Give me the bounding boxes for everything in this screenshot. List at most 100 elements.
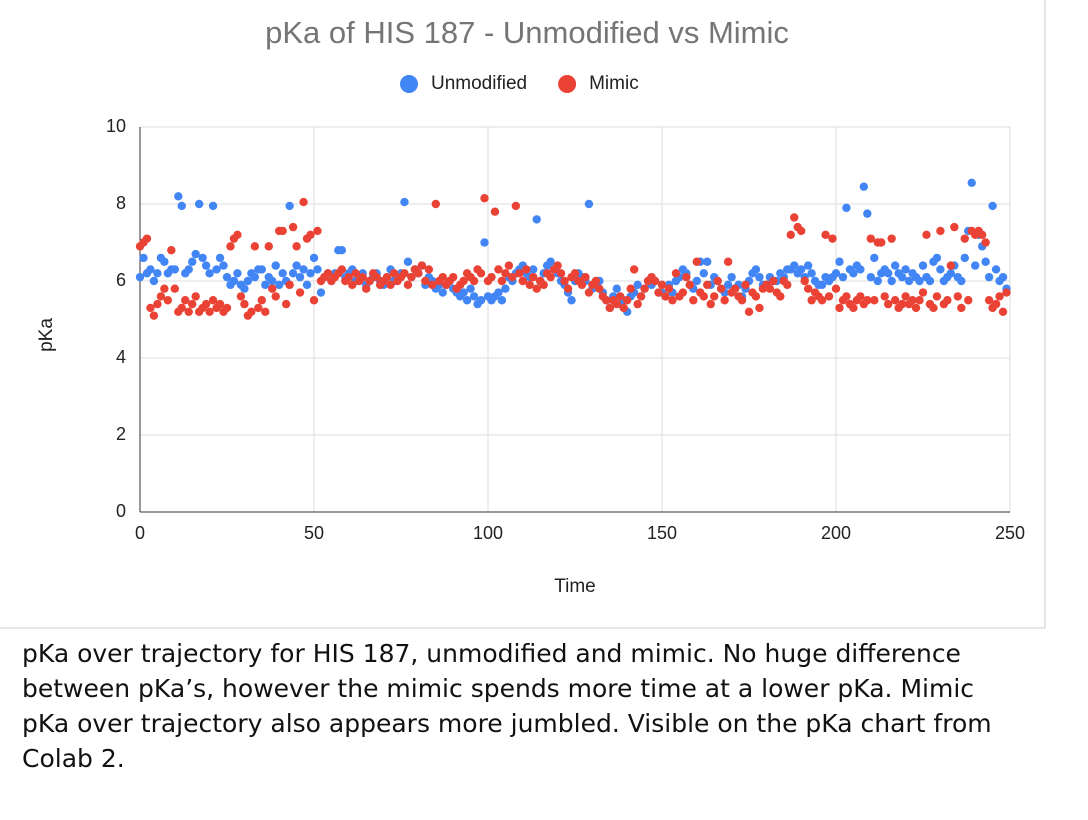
point [807,269,816,278]
point [901,292,910,301]
point [261,280,270,290]
point [925,276,935,286]
point [407,272,416,282]
point [824,292,834,301]
point [727,272,736,282]
x-axis-label: Time [554,576,596,597]
point [623,296,632,305]
x-tick-label: 200 [821,523,851,543]
point [873,276,882,286]
point [146,265,155,274]
point [278,226,287,236]
point [936,226,945,236]
point [386,280,395,290]
caption-line: pKa over trajectory also appears more ju… [22,709,992,738]
caption-line: pKa over trajectory for HIS 187, unmodif… [22,639,961,668]
point [198,253,207,263]
point [915,276,924,286]
series [135,194,1011,320]
point [897,299,907,309]
point [149,311,159,320]
point [633,299,642,309]
point [285,201,294,211]
point [703,280,712,290]
point [922,230,931,239]
point [678,288,688,297]
point [222,272,232,282]
point [438,272,447,282]
y-tick-label: 0 [116,501,126,521]
point [828,234,837,243]
x-tick-label: 0 [135,523,145,543]
point [650,276,660,286]
point [998,307,1008,316]
point [560,276,569,286]
point [890,296,900,305]
point [156,292,166,301]
point [995,292,1004,301]
point [689,296,698,305]
point [866,272,875,282]
point [901,265,910,274]
point [365,276,374,286]
point [800,276,809,286]
point [469,276,479,286]
point [271,261,280,270]
x-tick-label: 50 [304,523,324,543]
point [243,276,253,286]
point [497,276,507,286]
point [518,276,527,286]
point [612,299,621,309]
point [636,292,646,301]
point [184,307,193,316]
point [831,284,841,293]
point [337,265,347,274]
point [915,296,924,305]
point [835,257,844,266]
point [971,261,980,270]
point [403,280,413,290]
point [584,199,594,209]
point [313,226,322,236]
point [842,203,851,213]
point [577,280,587,290]
point [790,261,799,270]
point [859,182,869,191]
point [240,299,249,309]
point [167,246,176,255]
point [960,253,969,263]
point [977,230,987,239]
point [591,276,601,286]
point [654,288,663,297]
point [184,265,193,274]
point [567,296,576,305]
point [797,226,806,236]
point [817,296,827,305]
point [428,280,437,290]
point [664,284,674,293]
point [918,288,928,297]
point [302,280,312,290]
point [890,261,900,270]
point [497,296,507,305]
point [424,265,434,274]
point [960,234,969,243]
point [706,299,715,309]
point [414,269,423,278]
point [194,199,204,209]
point [417,261,427,270]
point [389,269,399,278]
point [584,288,594,297]
x-tick-label: 250 [995,523,1025,543]
point [188,257,197,266]
point [790,213,799,222]
point [160,284,169,293]
point [671,269,681,278]
point [616,292,625,301]
point [400,269,409,278]
point [863,296,872,305]
point [720,296,729,305]
point [160,257,169,266]
point [400,197,409,207]
point [247,307,256,316]
